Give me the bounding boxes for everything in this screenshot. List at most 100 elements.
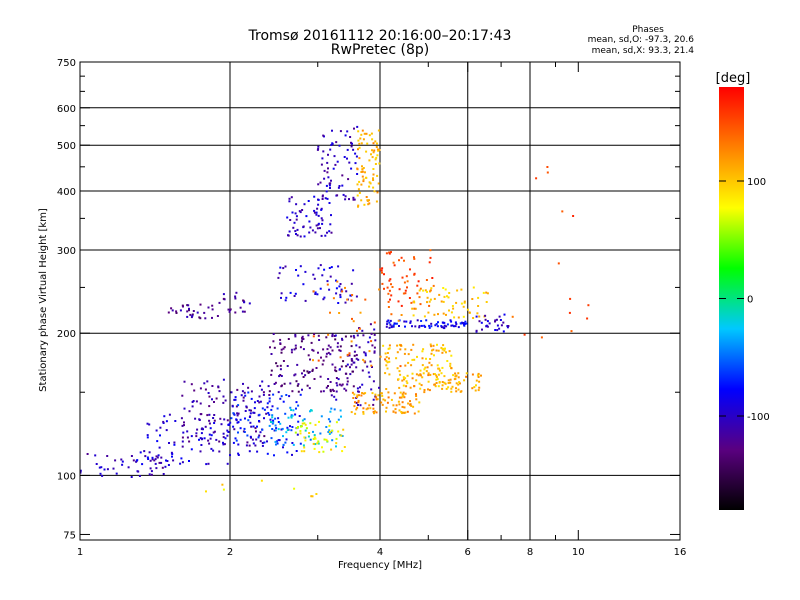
data-point [241,390,244,393]
data-point [329,381,332,383]
data-point [304,270,307,273]
data-point [360,142,363,145]
data-point [304,299,307,302]
data-point [320,163,323,166]
data-point [275,443,277,446]
data-point [361,369,364,372]
data-point [301,388,303,391]
data-point [343,387,346,390]
data-point [333,408,336,411]
data-point [267,385,270,388]
data-point [381,394,384,397]
data-point [268,397,271,400]
data-point [315,367,318,369]
data-point [496,324,499,327]
data-point [357,139,360,142]
data-point [217,385,220,388]
data-point [263,435,266,438]
data-point [272,419,275,422]
data-point [230,391,233,394]
data-point [299,442,302,445]
data-point [415,395,418,397]
data-point [280,375,283,377]
data-point [312,359,314,362]
data-point [317,359,320,362]
data-point [355,408,358,411]
data-point [336,160,339,163]
data-point [261,442,264,444]
data-point [297,274,300,277]
data-point [258,395,261,398]
data-point [293,487,296,490]
data-point [245,405,248,408]
data-point [353,350,356,353]
data-point [485,301,488,303]
data-point [435,378,438,381]
data-point [374,158,377,161]
data-point [401,405,404,408]
data-point [301,419,304,422]
data-point [322,298,325,301]
data-point [437,321,439,324]
data-point [428,261,431,264]
data-point [311,370,314,372]
data-point [441,381,444,383]
data-point [355,357,358,360]
y-tick-label: 600 [57,104,76,115]
data-point [371,392,374,395]
data-point [200,438,203,441]
data-point [270,353,273,355]
data-point [392,324,395,327]
data-point [317,145,320,148]
data-point [378,149,381,151]
data-point [249,412,252,415]
data-point [243,391,246,394]
data-point [329,187,331,189]
data-point [203,382,206,385]
data-point [243,310,246,313]
data-point [398,370,401,373]
data-point [242,382,244,385]
data-point [245,444,248,447]
data-point [440,372,443,375]
data-point [445,313,447,316]
data-point [291,453,293,456]
data-point [372,398,375,401]
data-point [234,297,237,300]
data-point [344,286,346,289]
data-point [193,389,196,392]
data-point [237,454,240,456]
data-point [420,384,423,387]
data-point [250,409,252,412]
data-point [318,420,320,423]
data-point [396,344,399,347]
data-point [301,372,303,375]
data-point [300,450,303,453]
data-point [475,329,478,332]
data-point [430,345,433,348]
data-point [329,311,331,314]
data-point [386,361,389,364]
data-point [327,378,330,380]
data-point [356,194,359,197]
data-point [406,280,409,283]
data-point [419,374,422,377]
data-point [153,459,156,462]
data-point [219,417,222,420]
data-point [227,308,230,311]
data-point [397,378,400,381]
data-point [339,356,342,359]
data-point [319,432,322,435]
phases-o-line: mean, sd,O: -97.3, 20.6 [588,35,695,45]
data-point [268,400,271,403]
data-point [317,183,320,186]
data-point [368,181,371,184]
data-point [396,367,399,370]
data-point [315,211,318,214]
data-point [442,300,445,303]
data-point [341,435,344,437]
data-point [409,403,412,406]
data-point [351,294,354,296]
data-point [570,330,573,333]
data-point [385,406,388,409]
